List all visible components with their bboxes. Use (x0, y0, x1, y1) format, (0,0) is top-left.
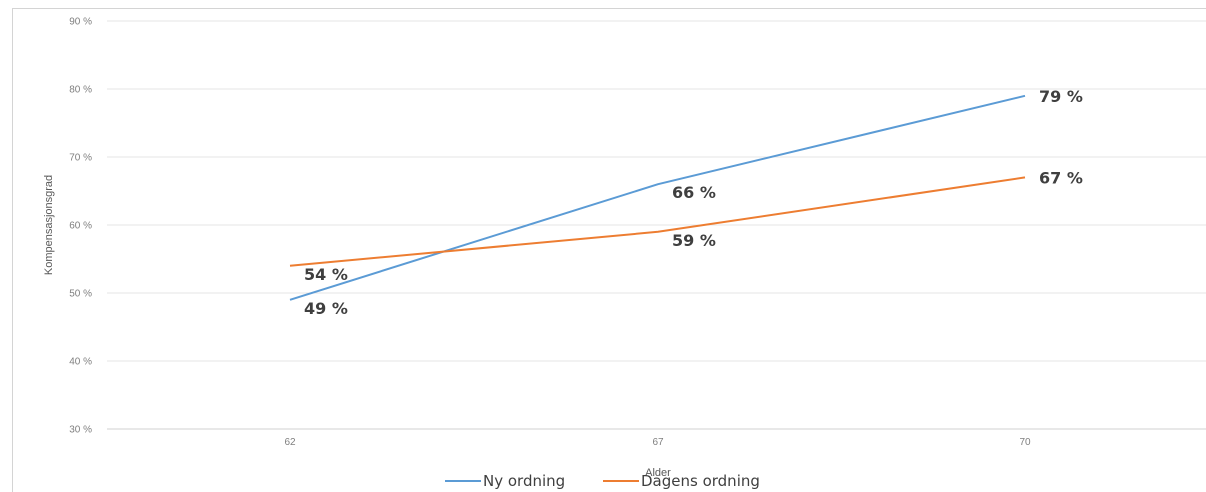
data-labels: 49 % 66 % 79 % 54 % 59 % 67 % (304, 87, 1083, 318)
legend-label: Ny ordning (483, 472, 565, 490)
x-tick-labels: 62 67 70 (284, 437, 1031, 448)
data-label: 49 % (304, 299, 348, 318)
y-tick-label: 40 % (69, 357, 92, 368)
x-tick-label: 70 (1019, 437, 1031, 448)
series-lines (289, 94, 1026, 301)
x-tick-label: 67 (652, 437, 664, 448)
chart-frame (12, 8, 1206, 492)
data-label: 54 % (304, 265, 348, 284)
series-line-ny-ordning (289, 94, 1026, 301)
legend-label: Dagens ordning (641, 472, 760, 490)
data-label: 59 % (672, 231, 716, 250)
series-line-dagens-ordning (289, 176, 1026, 267)
data-label: 66 % (672, 183, 716, 202)
data-label: 67 % (1039, 168, 1083, 187)
y-tick-label: 80 % (69, 85, 92, 96)
y-tick-label: 60 % (69, 221, 92, 232)
x-tick-label: 62 (284, 437, 296, 448)
gridlines (107, 20, 1206, 430)
legend: Ny ordning Dagens ordning (445, 472, 760, 490)
x-axis-title: Alder (645, 467, 671, 479)
y-tick-labels: 30 % 40 % 50 % 60 % 70 % 80 % 90 % (69, 17, 92, 436)
y-tick-label: 90 % (69, 17, 92, 28)
y-tick-label: 70 % (69, 153, 92, 164)
y-tick-label: 30 % (69, 425, 92, 436)
y-tick-label: 50 % (69, 289, 92, 300)
data-label: 79 % (1039, 87, 1083, 106)
y-axis-title: Kompensasjonsgrad (43, 175, 55, 275)
